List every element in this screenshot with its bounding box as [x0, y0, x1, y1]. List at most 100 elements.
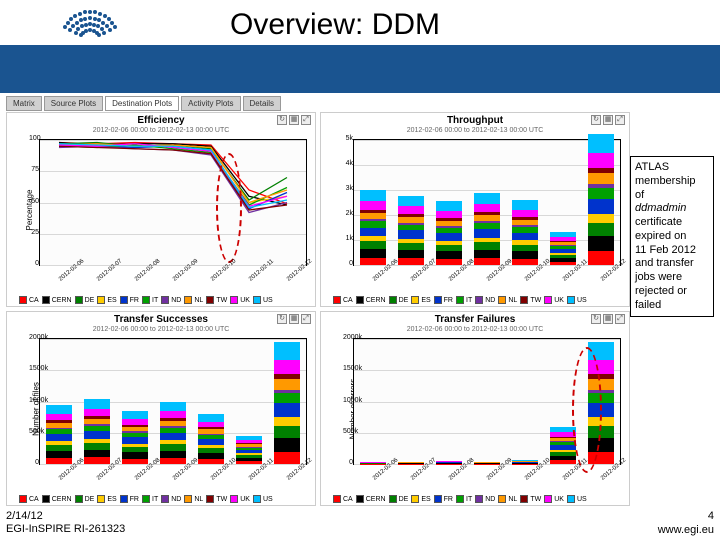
- reload-icon[interactable]: ↻: [591, 314, 601, 324]
- bar-segment-cern: [436, 251, 463, 259]
- y-tick: 1000k: [29, 397, 39, 404]
- charts-grid: ↻ ▦ ⤢ Efficiency 2012-02-06 00:00 to 201…: [6, 112, 630, 506]
- legend-label: CA: [343, 496, 353, 503]
- legend-item-de: DE: [75, 296, 95, 304]
- bar-segment-fr: [274, 403, 301, 417]
- tab-destination-plots[interactable]: Destination Plots: [105, 96, 179, 111]
- bar-segment-cern: [588, 236, 615, 251]
- chart-icon[interactable]: ▦: [289, 314, 299, 324]
- legend-item-us: US: [567, 495, 587, 503]
- legend-label: CERN: [366, 496, 386, 503]
- bar-segment-uk: [436, 211, 463, 219]
- bar-segment-ca: [398, 258, 425, 265]
- chart-efficiency: ↻ ▦ ⤢ Efficiency 2012-02-06 00:00 to 201…: [6, 112, 316, 307]
- legend-item-tw: TW: [206, 495, 227, 503]
- legend-swatch: [120, 495, 128, 503]
- bar-segment-us: [360, 190, 387, 201]
- bar-stack: [550, 427, 577, 465]
- annotation-line: expired on: [635, 230, 709, 244]
- legend-swatch: [42, 495, 50, 503]
- legend-label: ES: [421, 496, 430, 503]
- legend-label: ND: [171, 297, 181, 304]
- bar-stack: [436, 201, 463, 266]
- legend-item-de: DE: [75, 495, 95, 503]
- legend-label: ES: [421, 297, 430, 304]
- legend-label: DE: [399, 496, 409, 503]
- bar-segment-uk: [46, 414, 73, 421]
- legend-swatch: [544, 495, 552, 503]
- legend-item-nd: ND: [475, 296, 495, 304]
- legend-item-uk: UK: [230, 296, 250, 304]
- bar-segment-it: [588, 393, 615, 403]
- chart-toolbar: ↻ ▦ ⤢: [277, 115, 311, 125]
- legend-swatch: [75, 495, 83, 503]
- legend-label: FR: [444, 496, 453, 503]
- legend-item-es: ES: [411, 296, 430, 304]
- legend-item-fr: FR: [434, 495, 453, 503]
- reload-icon[interactable]: ↻: [277, 314, 287, 324]
- bar-segment-ca: [550, 460, 577, 464]
- legend-swatch: [142, 296, 150, 304]
- bar-segment-de: [474, 242, 501, 249]
- footer-date: 2/14/12: [6, 510, 125, 523]
- legend-item-cern: CERN: [42, 296, 72, 304]
- expand-icon[interactable]: ⤢: [301, 314, 311, 324]
- expand-icon[interactable]: ⤢: [615, 115, 625, 125]
- bar-stack: [512, 200, 539, 265]
- chart-icon[interactable]: ▦: [289, 115, 299, 125]
- annotation-line: ATLAS: [635, 161, 709, 175]
- legend-label: IT: [152, 496, 158, 503]
- y-tick: 1k: [343, 235, 353, 242]
- bar-segment-nl: [588, 379, 615, 389]
- footer-page: 4: [708, 510, 714, 522]
- expand-icon[interactable]: ⤢: [615, 314, 625, 324]
- y-tick: 500k: [343, 428, 353, 435]
- legend-item-de: DE: [389, 495, 409, 503]
- chart-icon[interactable]: ▦: [603, 314, 613, 324]
- legend-label: ND: [485, 297, 495, 304]
- annotation-line: of: [635, 189, 709, 203]
- tab-source-plots[interactable]: Source Plots: [44, 96, 103, 111]
- legend-item-cern: CERN: [42, 495, 72, 503]
- y-tick: 1500k: [29, 365, 39, 372]
- expand-icon[interactable]: ⤢: [301, 115, 311, 125]
- annotation-line: ddmadmin: [635, 202, 709, 216]
- bar-segment-nl: [274, 379, 301, 389]
- plot-area: [353, 139, 621, 266]
- bar-segment-es: [588, 417, 615, 425]
- legend-label: TW: [530, 297, 541, 304]
- legend-swatch: [161, 296, 169, 304]
- y-tick: 500k: [29, 428, 39, 435]
- legend: CACERNDEESFRITNDNLTWUKUS: [333, 296, 621, 304]
- chart-subtitle: 2012-02-06 00:00 to 2012-02-13 00:00 UTC: [407, 326, 544, 333]
- legend-swatch: [475, 296, 483, 304]
- bar-stack: [274, 342, 301, 464]
- reload-icon[interactable]: ↻: [277, 115, 287, 125]
- reload-icon[interactable]: ↻: [591, 115, 601, 125]
- chart-title: Transfer Successes: [114, 314, 208, 325]
- chart-toolbar: ↻ ▦ ⤢: [591, 314, 625, 324]
- legend-swatch: [389, 296, 397, 304]
- tab-details[interactable]: Details: [243, 96, 281, 111]
- legend-item-nd: ND: [161, 495, 181, 503]
- bar-segment-ca: [84, 457, 111, 464]
- bar-segment-uk: [512, 210, 539, 218]
- bar-stack: [550, 232, 577, 265]
- legend-label: UK: [554, 496, 564, 503]
- legend-swatch: [498, 296, 506, 304]
- chart-icon[interactable]: ▦: [603, 115, 613, 125]
- chart-title: Efficiency: [137, 115, 184, 126]
- chart-successes: ↻ ▦ ⤢ Transfer Successes 2012-02-06 00:0…: [6, 311, 316, 506]
- legend-swatch: [333, 495, 341, 503]
- legend-label: TW: [216, 496, 227, 503]
- legend-swatch: [498, 495, 506, 503]
- bar-segment-ca: [512, 259, 539, 266]
- tab-matrix[interactable]: Matrix: [6, 96, 42, 111]
- legend-item-tw: TW: [520, 296, 541, 304]
- y-tick: 0: [343, 459, 353, 466]
- bar-segment-ca: [588, 452, 615, 464]
- tab-activity-plots[interactable]: Activity Plots: [181, 96, 240, 111]
- annotation-line: membership: [635, 175, 709, 189]
- bar-segment-us: [398, 196, 425, 207]
- legend-item-nd: ND: [161, 296, 181, 304]
